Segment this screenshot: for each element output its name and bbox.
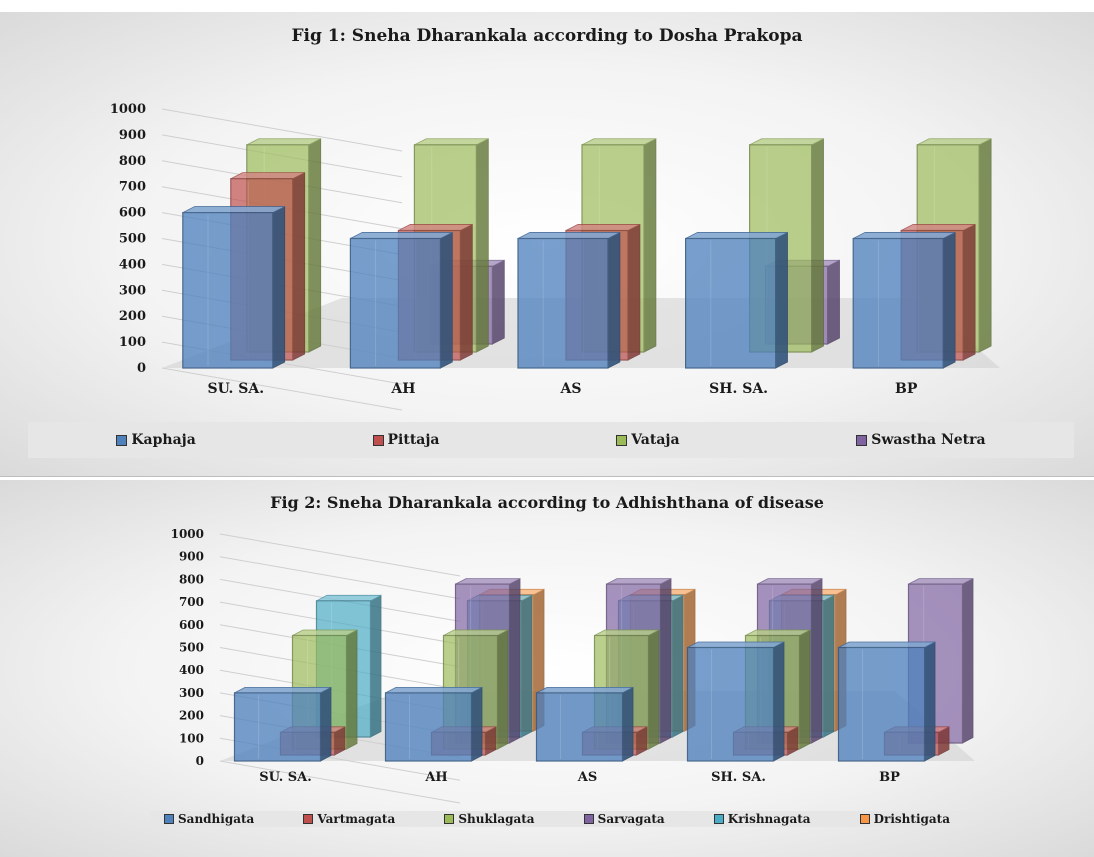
legend-swatch [583, 814, 594, 824]
bar-kaphaja [517, 231, 621, 369]
legend-item: Shuklagata [444, 812, 535, 826]
y-tick-label: 1000 [110, 102, 146, 117]
legend-label: Shuklagata [458, 812, 535, 826]
y-tick-label: 0 [196, 754, 204, 768]
legend-item: Drishtigata [859, 812, 950, 826]
y-tick-label: 400 [179, 663, 204, 677]
y-tick-label: 800 [179, 572, 204, 586]
y-tick-label: 400 [119, 257, 146, 272]
bar-sandhigata [837, 641, 936, 762]
legend-label: Vataja [631, 432, 680, 448]
legend-item: Kaphaja [116, 432, 196, 448]
legend-item: Pittaja [372, 432, 440, 448]
x-tick-label: AS [560, 381, 582, 397]
x-tick-label: SU. SA. [259, 770, 312, 785]
chart-panel-1: Fig 1: Sneha Dharankala according to Dos… [0, 12, 1094, 477]
legend-swatch [372, 434, 384, 446]
chart-title: Fig 2: Sneha Dharankala according to Adh… [270, 493, 824, 512]
legend-item: Krishnagata [713, 812, 811, 826]
x-tick-label: AH [390, 381, 415, 397]
y-tick-label: 300 [119, 283, 146, 298]
x-tick-label: SH. SA. [711, 770, 766, 785]
legend-label: Sarvagata [597, 812, 665, 826]
legend-item: Vartmagata [303, 812, 395, 826]
gridline [219, 533, 461, 577]
x-tick-label: BP [895, 381, 918, 397]
legend-label: Swastha Netra [871, 432, 986, 448]
bar-chart-2: 0 100 200 300 400 500 600 700 800 900 1000 SU. SA. A… [171, 527, 975, 804]
legend-item: Vataja [616, 432, 680, 448]
y-tick-label: 700 [179, 595, 204, 609]
bar-kaphaja [684, 231, 788, 369]
chart-panel-2: Fig 2: Sneha Dharankala according to Adh… [0, 480, 1094, 857]
bar-sandhigata [233, 686, 332, 762]
y-tick-label: 100 [119, 335, 146, 350]
legend-item: Swastha Netra [856, 432, 986, 448]
legend-label: Drishtigata [873, 812, 950, 826]
legend-swatch [859, 814, 870, 824]
legend-swatch [164, 814, 174, 824]
x-tick-label: BP [879, 770, 900, 785]
bar-kaphaja [182, 205, 286, 369]
bar-kaphaja [852, 231, 956, 369]
bar-sandhigata [384, 686, 483, 762]
bar-sandhigata [535, 686, 634, 762]
legend-item: Sandhigata [164, 812, 254, 826]
y-tick-label: 900 [179, 550, 204, 564]
y-tick-label: 300 [179, 686, 204, 700]
y-tick-label: 800 [119, 154, 146, 169]
legend-item: Sarvagata [583, 812, 665, 826]
y-tick-label: 900 [119, 128, 146, 143]
chart-title: Fig 1: Sneha Dharankala according to Dos… [291, 26, 803, 46]
gridline [161, 367, 403, 411]
legend-swatch [116, 434, 128, 446]
legend-label: Sandhigata [178, 812, 255, 826]
y-tick-label: 1000 [171, 527, 204, 541]
x-tick-label: AH [424, 770, 447, 785]
bar-sandhigata [686, 641, 785, 762]
y-tick-label: 600 [179, 618, 204, 632]
y-tick-label: 700 [119, 180, 146, 195]
legend-label: Krishnagata [727, 812, 811, 826]
legend-swatch [303, 814, 314, 824]
y-tick-label: 0 [137, 361, 146, 376]
legend-swatch [856, 434, 868, 446]
x-tick-label: AS [577, 770, 597, 785]
legend-label: Kaphaja [131, 432, 196, 448]
gridline [219, 760, 461, 804]
y-tick-label: 200 [179, 709, 204, 723]
legend-label: Vartmagata [317, 812, 396, 826]
chart-legend: Sandhigata Vartmagata Shuklagata Sarvagata K… [150, 811, 964, 827]
gridline [161, 108, 403, 152]
y-tick-label: 500 [179, 641, 204, 655]
legend-swatch [444, 814, 455, 824]
y-tick-label: 600 [119, 206, 146, 221]
y-tick-label: 100 [179, 731, 204, 745]
bar-kaphaja [349, 231, 453, 369]
y-tick-label: 500 [119, 232, 146, 247]
x-tick-label: SU. SA. [207, 381, 264, 397]
legend-swatch [713, 814, 724, 824]
gridline [219, 556, 461, 600]
bar-chart-1: 0 100 200 300 400 500 600 700 800 900 1000 SU. SA. A… [110, 102, 1000, 411]
y-tick-label: 200 [119, 309, 146, 324]
x-tick-label: SH. SA. [709, 381, 768, 397]
chart-legend: Kaphaja Pittaja Vataja Swastha Netra [28, 422, 1074, 458]
legend-swatch [616, 434, 628, 446]
legend-label: Pittaja [387, 432, 440, 448]
